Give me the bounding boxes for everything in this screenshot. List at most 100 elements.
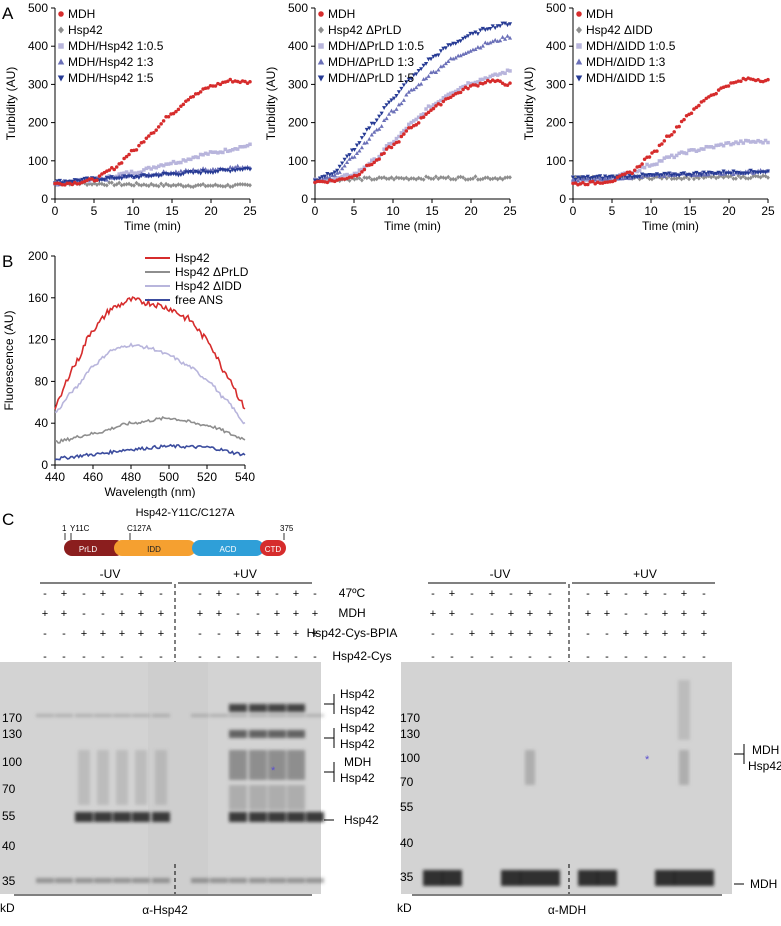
left-marker-130: 130: [2, 727, 22, 741]
condition-sign: +: [293, 628, 299, 640]
legend-label: MDH: [68, 7, 95, 21]
x-tick-label: 5: [351, 204, 358, 218]
y-tick-label: 200: [288, 116, 308, 130]
condition-sign: +: [643, 628, 649, 640]
right-marker-130: 130: [400, 727, 420, 741]
y-tick-label: 200: [28, 116, 48, 130]
turbidity-chart-dprld: 0 100 200 300 400 500 0 5 10 15 20 25 Time (min) Turb…: [264, 1, 517, 233]
domain-acd-label: ACD: [220, 545, 237, 554]
domain-prld-bar: [64, 540, 124, 556]
condition-sign: +: [81, 628, 87, 640]
condition-sign: +: [489, 588, 495, 600]
row-label-mdh: MDH: [338, 606, 365, 620]
left-marker-170: 170: [2, 711, 22, 725]
x-tick-label: 15: [425, 204, 439, 218]
right-marker-170: 170: [400, 711, 420, 725]
fluorescence-chart: 0 40 80 120 160 200 440 460 480 500 520 540 Waveleng…: [2, 249, 255, 498]
condition-sign: -: [43, 651, 47, 663]
condition-sign: -: [624, 588, 628, 600]
condition-sign: -: [644, 608, 648, 620]
domain-ctd-label: CTD: [265, 545, 282, 554]
right-annot-mdh-monomer: MDH: [750, 877, 777, 891]
condition-sign: +: [312, 628, 318, 640]
y-axis-label: Turbidity (AU): [522, 67, 536, 141]
y-tick-label: 400: [546, 39, 566, 53]
condition-sign: -: [43, 628, 47, 640]
condition-grid: - - + + - - + + - - + + - - - - + + - - + + - - + + - - + + + + - - - - + + + +…: [42, 588, 707, 663]
x-tick-label: 25: [761, 204, 775, 218]
y-axis-label: Turbidity (AU): [264, 67, 278, 141]
x-axis-label: Time (min): [384, 219, 441, 233]
legend-label: Hsp42 ΔPrLD: [175, 265, 249, 279]
condition-sign: -: [256, 608, 260, 620]
x-tick-label: 10: [386, 204, 400, 218]
left-marker-35: 35: [2, 874, 16, 888]
condition-sign: +: [547, 628, 553, 640]
pos-end: 375: [280, 524, 294, 533]
legend-item: Hsp42 ΔPrLD: [318, 23, 402, 37]
condition-sign: +: [508, 608, 514, 620]
right-marker-55: 55: [400, 800, 414, 814]
right-marker-35: 35: [400, 870, 414, 884]
condition-sign: +: [604, 588, 610, 600]
axes: [569, 7, 769, 203]
y-tick-label: 0: [41, 458, 48, 472]
condition-sign: +: [449, 588, 455, 600]
right-marker-100: 100: [400, 751, 420, 765]
left-annot-hsp42-3: Hsp42: [340, 721, 375, 735]
series-0: [53, 77, 252, 187]
condition-sign: -: [509, 588, 513, 600]
legend-item: Hsp42 ΔIDD: [576, 23, 653, 37]
x-tick-label: 25: [503, 204, 517, 218]
left-plus-uv: +UV: [233, 567, 257, 581]
condition-sign: +: [662, 608, 668, 620]
condition-sign: -: [450, 651, 454, 663]
condition-sign: +: [623, 628, 629, 640]
pos-c127a: C127A: [127, 524, 152, 533]
condition-sign: -: [509, 651, 513, 663]
domain-prld-label: PrLD: [79, 545, 97, 554]
legend-label: MDH: [328, 7, 355, 21]
condition-sign: -: [313, 651, 317, 663]
turbidity-chart-hsp42: 0 100 200 300 400 500 0 5 10 15 20 25 Time (min) Turb…: [4, 1, 257, 233]
legend-item: MDH: [318, 7, 355, 21]
y-tick-label: 100: [28, 154, 48, 168]
axes: [51, 7, 251, 203]
condition-sign: +: [274, 608, 280, 620]
condition-sign: -: [663, 651, 667, 663]
legend-label: Hsp42 ΔPrLD: [328, 23, 402, 37]
condition-sign: +: [469, 628, 475, 640]
construct-domains: [64, 540, 286, 556]
y-axis-label: Fluorescence (AU): [2, 310, 16, 410]
y-tick-label: 200: [28, 249, 48, 263]
condition-sign: -: [586, 628, 590, 640]
left-kd-label: kD: [0, 901, 15, 915]
condition-sign: -: [198, 628, 202, 640]
series-0: [313, 78, 512, 185]
condition-sign: +: [430, 608, 436, 620]
left-marker-70: 70: [2, 782, 16, 796]
condition-sign: -: [431, 651, 435, 663]
legend-item: MDH/ΔIDD 1:0.5: [576, 39, 676, 53]
condition-sign: -: [431, 588, 435, 600]
condition-sign: -: [644, 651, 648, 663]
right-plus-uv: +UV: [633, 567, 657, 581]
y-tick-label: 500: [28, 1, 48, 15]
condition-sign: -: [120, 651, 124, 663]
series-line-1: [55, 416, 246, 444]
condition-sign: +: [100, 588, 106, 600]
axes: [311, 7, 511, 203]
row-label-cys: Hsp42-Cys: [332, 649, 391, 663]
x-axis-label: Time (min): [642, 219, 699, 233]
condition-sign: -: [605, 628, 609, 640]
x-tick-label: 0: [52, 204, 59, 218]
condition-sign: +: [100, 628, 106, 640]
left-asterisk: *: [271, 765, 276, 777]
condition-sign: -: [624, 608, 628, 620]
condition-sign: -: [450, 628, 454, 640]
legend-label: Hsp42: [68, 23, 103, 37]
condition-sign: -: [101, 651, 105, 663]
legend-item: MDH/ΔIDD 1:5: [575, 71, 666, 85]
condition-sign: -: [470, 608, 474, 620]
x-tick-label: 10: [644, 204, 658, 218]
